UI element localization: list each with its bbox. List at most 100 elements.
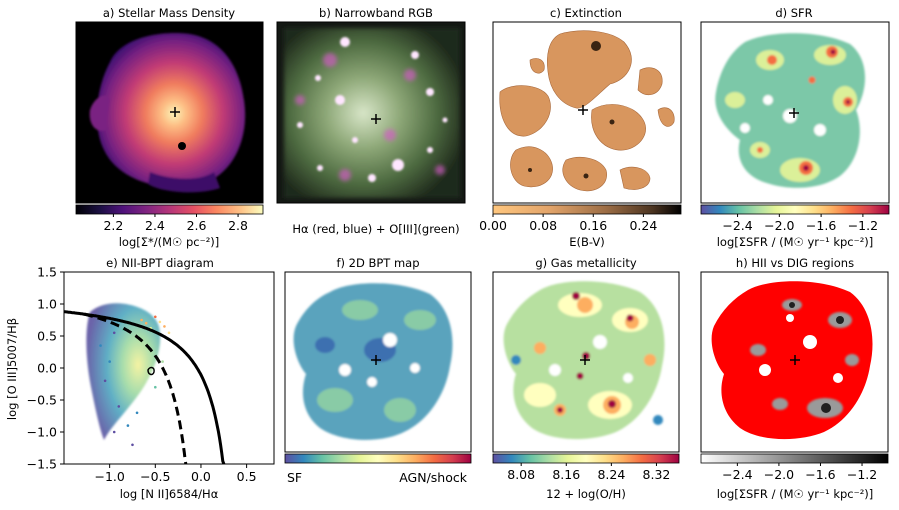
colorbar-a bbox=[75, 204, 264, 215]
colorbar-g-ticks: 8.08 8.16 8.24 8.32 bbox=[507, 463, 670, 482]
colorbar-g-label: 12 + log(O/H) bbox=[546, 487, 626, 501]
scatter-point bbox=[112, 430, 116, 434]
colorbar-a-tick-label: 2.6 bbox=[187, 218, 207, 233]
bpt-axis-ticks: −1.0 −0.5 0.0 0.5 −1.5 −1.0 −0.5 0.0 0.5 1.0 1.5 bbox=[27, 265, 257, 485]
center-cross-d bbox=[789, 108, 799, 118]
scatter-point bbox=[131, 443, 134, 447]
bpt-ytick-label: 0.5 bbox=[37, 329, 57, 344]
colorbar-f-left-label: SF bbox=[287, 470, 302, 485]
colorbar-h-tick-label: −2.4 bbox=[722, 467, 752, 482]
colorbar-d bbox=[700, 204, 890, 215]
scatter-point bbox=[154, 385, 157, 389]
center-cross-g bbox=[580, 355, 590, 365]
bpt-ytick-label: −1.0 bbox=[27, 425, 57, 440]
scatter-point bbox=[154, 315, 157, 319]
scatter-point bbox=[144, 321, 148, 325]
panel-c-title: c) Extinction bbox=[550, 6, 622, 20]
colorbar-c-label: E(B-V) bbox=[569, 235, 604, 249]
colorbar-a-tick-label: 2.8 bbox=[228, 218, 248, 233]
colorbar-a-tick-label: 2.2 bbox=[103, 218, 123, 233]
colorbar-h-tick-label: −1.6 bbox=[805, 467, 835, 482]
colorbar-c-tick-label: 0.00 bbox=[479, 218, 507, 233]
colorbar-a-tick-label: 2.4 bbox=[145, 218, 165, 233]
bpt-ylabel: log [O III]5007/Hβ bbox=[5, 318, 19, 420]
rgb-composite-image bbox=[284, 28, 460, 198]
colorbar-d-tick-label: −1.2 bbox=[848, 218, 878, 233]
panel-b-caption: Hα (red, blue) + O[III](green) bbox=[292, 222, 459, 236]
center-cross-h bbox=[790, 355, 800, 365]
scatter-point bbox=[163, 325, 166, 328]
colorbar-g-tick-label: 8.16 bbox=[552, 467, 580, 482]
panel-b: b) Narrowband RGB Hα (red, blue) + O[III… bbox=[276, 6, 466, 236]
scatter-point bbox=[108, 360, 111, 363]
colorbar-h-label: log[ΣSFR / (M☉ yr⁻¹ kpc⁻²)] bbox=[717, 487, 874, 501]
scatter-cloud bbox=[86, 303, 161, 440]
scatter-point bbox=[103, 379, 107, 383]
colorbar-c-tick-label: 0.16 bbox=[579, 218, 607, 233]
colorbar-f-right-label: AGN/shock bbox=[399, 470, 468, 485]
colorbar-g bbox=[492, 453, 680, 464]
bpt-2d-map bbox=[293, 283, 453, 440]
scatter-point bbox=[117, 405, 121, 408]
scatter-point bbox=[158, 320, 162, 324]
panel-g: g) Gas metallicity 8.08 8.16 8.24 8.32 12 +… bbox=[492, 256, 680, 501]
center-cross-b bbox=[371, 114, 381, 124]
colorbar-c-tick-label: 0.24 bbox=[629, 218, 657, 233]
panel-e-bpt-chart: e) NII-BPT diagram −1.0 −0.5 0.0 0.5 −1.5 −1.… bbox=[5, 256, 275, 501]
colorbar-d-tick-label: −2.4 bbox=[722, 218, 752, 233]
bpt-ytick-label: 1.5 bbox=[37, 265, 57, 280]
stellar-mass-map bbox=[89, 33, 246, 193]
panel-f-title: f) 2D BPT map bbox=[336, 256, 419, 270]
colorbar-c-tick-label: 0.08 bbox=[529, 218, 557, 233]
panel-g-title: g) Gas metallicity bbox=[535, 256, 636, 270]
chart-title: e) NII-BPT diagram bbox=[106, 256, 214, 270]
colorbar-d-tick-label: −1.6 bbox=[806, 218, 836, 233]
panel-a-title: a) Stellar Mass Density bbox=[103, 6, 235, 20]
scatter-point bbox=[140, 318, 143, 322]
panel-b-title: b) Narrowband RGB bbox=[319, 6, 433, 20]
scatter-point bbox=[112, 331, 116, 335]
panel-h: h) HII vs DIG regions −2.4 −2.0 −1.6 −1.2 l… bbox=[700, 256, 889, 501]
colorbar-g-tick-label: 8.08 bbox=[507, 467, 535, 482]
center-cross-a bbox=[170, 107, 180, 117]
bpt-point-cloud bbox=[86, 303, 175, 447]
bpt-xtick-label: 0.5 bbox=[237, 469, 257, 484]
bpt-ytick-label: 1.0 bbox=[37, 297, 57, 312]
panel-d-title: d) SFR bbox=[775, 6, 812, 20]
colorbar-d-label: log[ΣSFR / (M☉ yr⁻¹ kpc⁻²)] bbox=[717, 235, 874, 249]
colorbar-h-tick-label: −2.0 bbox=[764, 467, 794, 482]
colorbar-g-tick-label: 8.24 bbox=[597, 467, 625, 482]
bpt-xlabel: log [N II]6584/Hα bbox=[120, 487, 219, 501]
panel-c: c) Extinction 0.00 0.08 0.16 0.24 E(B-V) bbox=[479, 6, 682, 249]
colorbar-g-tick-label: 8.32 bbox=[643, 467, 671, 482]
colorbar-h-tick-label: −1.2 bbox=[847, 467, 877, 482]
colorbar-a-ticks: 2.2 2.4 2.6 2.8 bbox=[103, 214, 248, 233]
panel-d: d) SFR −2.4 −2.0 −1.6 −1.2 log[ΣSFR / (M☉ y… bbox=[700, 6, 890, 249]
contour-marker bbox=[147, 366, 155, 376]
scatter-point bbox=[167, 331, 171, 335]
scatter-point bbox=[161, 360, 164, 363]
scatter-point bbox=[135, 411, 139, 415]
kauffmann-dashed-curve bbox=[83, 312, 188, 465]
colorbar-h bbox=[700, 453, 889, 464]
scatter-point bbox=[99, 344, 102, 347]
panel-f: f) 2D BPT map SF AGN/shock bbox=[284, 256, 472, 485]
bpt-xtick-label: −1.0 bbox=[94, 469, 124, 484]
panel-h-title: h) HII vs DIG regions bbox=[736, 256, 854, 270]
colorbar-c-ticks: 0.00 0.08 0.16 0.24 bbox=[479, 214, 657, 233]
bpt-ytick-label: −1.5 bbox=[27, 457, 57, 472]
colorbar-d-ticks: −2.4 −2.0 −1.6 −1.2 bbox=[722, 214, 878, 233]
sfr-map bbox=[715, 33, 866, 188]
bpt-ytick-label: 0.0 bbox=[37, 361, 57, 376]
panel-a: a) Stellar Mass Density 2.2 2.4 2.6 2.8 log… bbox=[75, 6, 264, 249]
bpt-ytick-label: −0.5 bbox=[27, 393, 57, 408]
colorbar-c bbox=[492, 204, 682, 215]
scatter-point bbox=[126, 424, 130, 427]
colorbar-a-label: log[Σ*/(M☉ pc⁻²)] bbox=[119, 235, 220, 249]
mass-center-marker bbox=[178, 142, 186, 150]
center-cross-c bbox=[578, 105, 588, 115]
colorbar-f bbox=[284, 453, 472, 464]
bpt-xtick-label: −0.5 bbox=[140, 469, 170, 484]
colorbar-d-tick-label: −2.0 bbox=[764, 218, 794, 233]
